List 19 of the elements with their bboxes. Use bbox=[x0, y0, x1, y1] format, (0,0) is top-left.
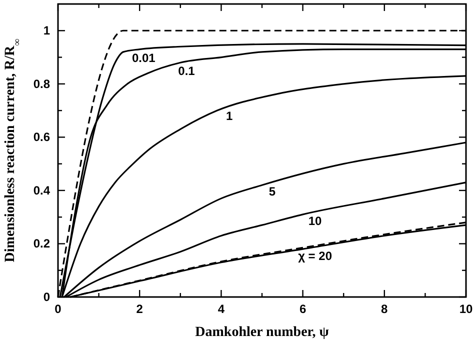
series-label: 5 bbox=[268, 184, 276, 198]
y-tick-label: 0.8 bbox=[33, 76, 50, 91]
x-tick-label: 4 bbox=[218, 302, 225, 316]
x-tick-label: 0 bbox=[54, 302, 62, 316]
y-tick-label: 1 bbox=[43, 24, 50, 38]
x-axis-title: Damkohler number, ψ bbox=[195, 325, 330, 340]
series-label: 10 bbox=[308, 214, 322, 228]
series-label: χ = 20 bbox=[298, 249, 332, 264]
y-tick-label: 0.4 bbox=[33, 183, 50, 198]
x-tick-label: 10 bbox=[459, 302, 473, 316]
y-tick-label: 0.6 bbox=[33, 130, 50, 144]
y-tick-label: 0 bbox=[43, 290, 50, 304]
x-tick-label: 6 bbox=[299, 302, 306, 316]
series-label: 1 bbox=[226, 109, 234, 124]
series-label: 0.1 bbox=[178, 64, 196, 78]
x-tick-label: 2 bbox=[136, 302, 144, 316]
series-label: 0.01 bbox=[132, 51, 156, 66]
y-tick-label: 0.2 bbox=[33, 236, 50, 251]
x-tick-label: 8 bbox=[381, 302, 388, 316]
